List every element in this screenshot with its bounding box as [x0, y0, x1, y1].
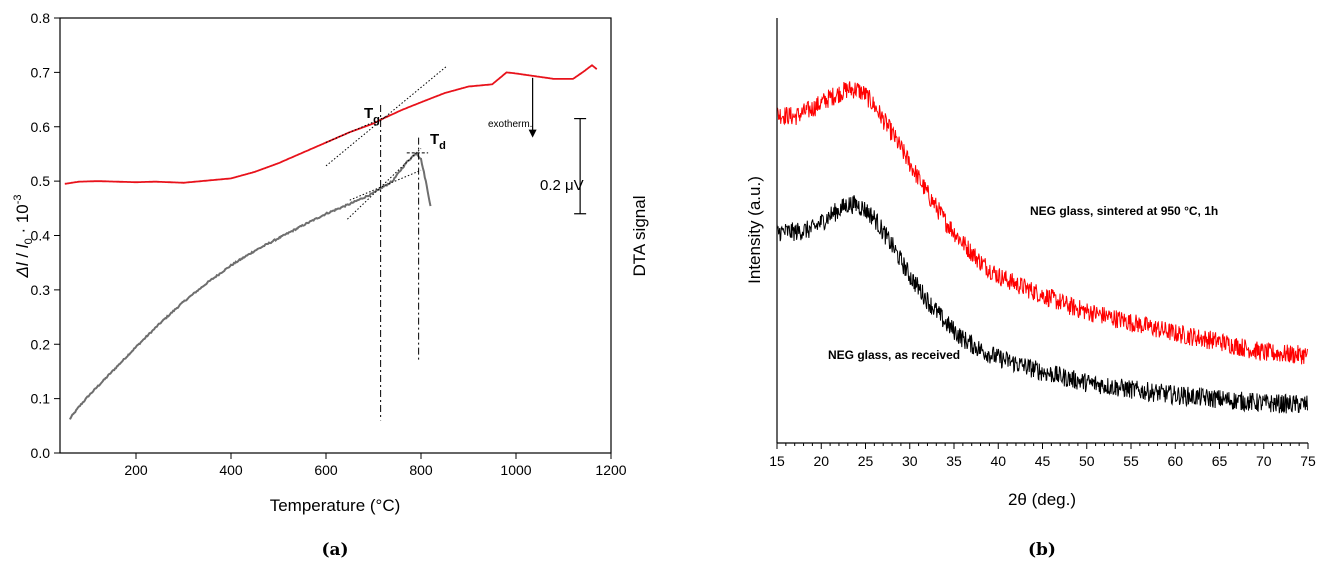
series-line-received [777, 195, 1308, 414]
series-label-sintered: NEG glass, sintered at 950 °C, 1h [1030, 204, 1218, 218]
panel-b-x-tick-label: 75 [1300, 453, 1316, 469]
panel-b-label: (b) [1028, 540, 1056, 560]
panel-b-x-tick-label: 40 [990, 453, 1006, 469]
panel-a-y-axis: 0.0 0.1 0.2 0.3 0.4 0.5 0.6 0.7 0.8 [31, 10, 60, 461]
panel-a-dilatometry-dta: 200 400 600 800 1000 1200 0.00.10.20.30.40.50… [12, 10, 649, 560]
panel-a-y-axis-title: Δl / l0 · 10-3 [12, 194, 35, 278]
panel-a-x-tick-label: 1000 [500, 462, 531, 478]
panel-a-y-tick-label: 0.0 [31, 445, 51, 461]
panel-a-series-layer [64, 64, 598, 420]
panel-a-y-tick-label: 0.7 [31, 64, 51, 80]
panel-a-y-tick-label: 0.4 [31, 228, 51, 244]
panel-a-x-tick-label: 600 [314, 462, 338, 478]
series-line-dta [64, 64, 598, 185]
panel-b-x-tick-label: 45 [1035, 453, 1051, 469]
panel-b-x-tick-label: 30 [902, 453, 918, 469]
panel-a-y-tick-label: 0.3 [31, 282, 51, 298]
panel-b-x-tick-label: 25 [858, 453, 874, 469]
series-line-sintered [777, 81, 1308, 365]
panel-a-x-axis: 200 400 600 800 1000 1200 [124, 453, 627, 478]
panel-a-y-tick-label: 0.8 [31, 10, 51, 26]
exotherm-label: exotherm. [488, 119, 532, 130]
panel-b-x-tick-label: 60 [1167, 453, 1183, 469]
panel-b-y-axis-title: Intensity (a.u.) [745, 176, 764, 284]
panel-b-x-tick-label: 35 [946, 453, 962, 469]
panel-a-y-tick-label: 0.2 [31, 336, 51, 352]
panel-b-x-tick-label: 65 [1212, 453, 1228, 469]
panel-b-x-tick-label: 55 [1123, 453, 1139, 469]
panel-b-series-layer [777, 81, 1308, 414]
panel-a-x-tick-label: 200 [124, 462, 148, 478]
panel-b-x-tick-label: 15 [769, 453, 785, 469]
scale-bar-label: 0.2 μV [540, 177, 584, 194]
panel-b-x-tick-label: 70 [1256, 453, 1272, 469]
dil-tangent-line-short [349, 169, 422, 201]
panel-b-x-tick-label: 20 [813, 453, 829, 469]
panel-a-x-tick-label: 1200 [595, 462, 626, 478]
panel-a-y-tick-label: 0.5 [31, 173, 51, 189]
panel-a-x-tick-label: 800 [409, 462, 433, 478]
panel-a-y-tick-label: 0.6 [31, 119, 51, 135]
panel-a-label: (a) [321, 540, 348, 560]
panel-b-xrd: 15 20 25 30 35 40 45 50 55 60 65 70 75 2θ (deg.) Int… [745, 18, 1316, 560]
series-label-received: NEG glass, as received [828, 348, 960, 362]
series-line-dilatometer [68, 151, 432, 420]
exotherm-arrow-head [528, 129, 537, 138]
panel-b-x-axis-title: 2θ (deg.) [1008, 490, 1076, 509]
panel-a-x-tick-label: 400 [219, 462, 243, 478]
panel-b-x-tick-label: 50 [1079, 453, 1095, 469]
panel-a-guides-layer [325, 65, 587, 421]
dta-tangent-line [325, 65, 448, 167]
panel-a-x-axis-title: Temperature (°C) [270, 496, 401, 515]
panel-a-right-axis-title: DTA signal [630, 196, 649, 277]
dil-tangent-line [347, 148, 422, 220]
panel-a-y-tick-label: 0.1 [31, 391, 51, 407]
dta-tangent-line-short [325, 115, 388, 143]
panel-b-x-axis: 15 20 25 30 35 40 45 50 55 60 65 70 75 [769, 443, 1316, 469]
